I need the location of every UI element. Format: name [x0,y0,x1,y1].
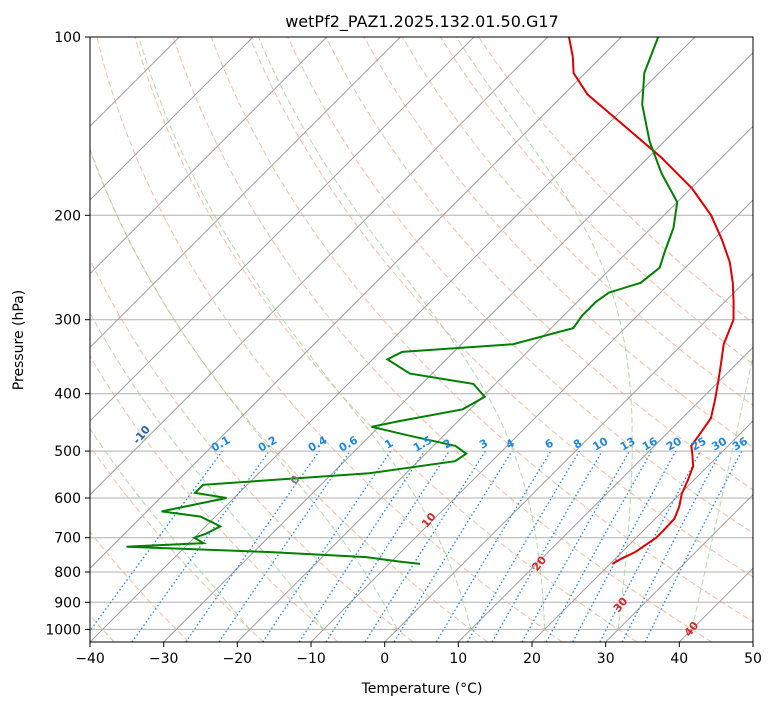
x-tick-label: −20 [223,651,253,667]
x-tick-label: −30 [149,651,179,667]
y-tick-label: 600 [54,491,81,507]
x-tick-label: 50 [744,651,762,667]
y-axis-label: Pressure (hPa) [11,290,27,390]
y-tick-label: 1000 [45,622,81,638]
y-tick-label: 400 [54,387,81,403]
y-tick-label: 800 [54,565,81,581]
chart-title: wetPf2_PAZ1.2025.132.01.50.G17 [285,12,559,32]
x-axis-label: Temperature (°C) [361,681,483,697]
y-tick-label: 200 [54,208,81,224]
x-tick-label: −10 [296,651,326,667]
y-tick-label: 100 [54,30,81,46]
x-tick-label: −40 [75,651,105,667]
y-tick-label: 500 [54,444,81,460]
x-tick-label: 20 [523,651,541,667]
x-tick-label: 40 [670,651,688,667]
x-tick-label: 0 [380,651,389,667]
plot-background [90,37,753,642]
x-tick-label: 10 [449,651,467,667]
y-tick-label: 700 [54,531,81,547]
y-tick-label: 300 [54,313,81,329]
x-tick-label: 30 [597,651,615,667]
y-tick-label: 900 [54,595,81,611]
